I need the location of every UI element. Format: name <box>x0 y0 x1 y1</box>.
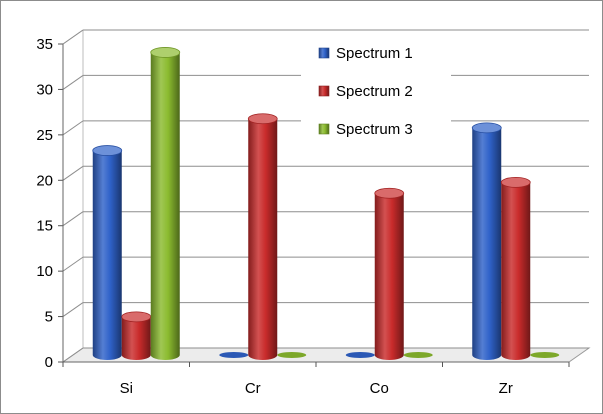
gridline-diag <box>62 347 84 363</box>
legend: Spectrum 1 Spectrum 2 Spectrum 3 <box>301 37 451 147</box>
gridline-diag <box>62 256 84 272</box>
y-tick-label: 20 <box>36 172 53 189</box>
bar-spectrum-1-cr <box>219 352 249 358</box>
legend-item: Spectrum 2 <box>318 83 413 100</box>
bar-spectrum-3-zr <box>530 352 560 358</box>
gridline-diag <box>62 211 84 227</box>
bar-spectrum-3-si <box>150 47 181 361</box>
gridline-diag <box>62 75 84 90</box>
bar-spectrum-2-si <box>121 311 152 360</box>
bar-spectrum-2-zr <box>500 176 531 360</box>
legend-label: Spectrum 1 <box>336 45 413 62</box>
y-tick-label: 0 <box>45 354 53 371</box>
x-tick-label: Co <box>370 380 389 397</box>
gridline-diag <box>62 120 84 136</box>
legend-swatch <box>318 123 330 135</box>
legend-item: Spectrum 3 <box>318 121 413 138</box>
x-tick-label: Cr <box>245 380 261 397</box>
y-tick-label: 5 <box>45 309 53 326</box>
gridline-diag <box>62 165 84 181</box>
bar-spectrum-1-co <box>345 352 375 358</box>
bars <box>92 47 560 361</box>
y-tick-label: 35 <box>36 36 53 53</box>
bar-spectrum-1-zr <box>471 122 502 360</box>
y-tick-label: 25 <box>36 127 53 144</box>
y-tick-label: 30 <box>36 81 53 98</box>
bar-spectrum-3-co <box>403 352 433 358</box>
bar-spectrum-2-cr <box>247 113 278 361</box>
x-axis: Si Cr Co Zr <box>62 361 570 397</box>
gridline-diag <box>62 29 84 45</box>
legend-label: Spectrum 2 <box>336 83 413 100</box>
x-tick-label: Zr <box>499 380 513 397</box>
legend-label: Spectrum 3 <box>336 121 413 138</box>
gridline-diag <box>62 302 84 317</box>
y-tick-label: 15 <box>36 218 53 235</box>
legend-swatch <box>318 47 330 59</box>
legend-swatch <box>318 85 330 97</box>
bar-spectrum-3-cr <box>277 352 307 358</box>
bar-spectrum-1-si <box>92 145 123 360</box>
x-tick-label: Si <box>120 380 133 397</box>
legend-item: Spectrum 1 <box>318 45 413 62</box>
bar-spectrum-2-co <box>374 187 405 360</box>
y-tick-label: 10 <box>36 263 53 280</box>
y-axis: 0 5 10 15 20 25 30 35 <box>36 36 64 371</box>
